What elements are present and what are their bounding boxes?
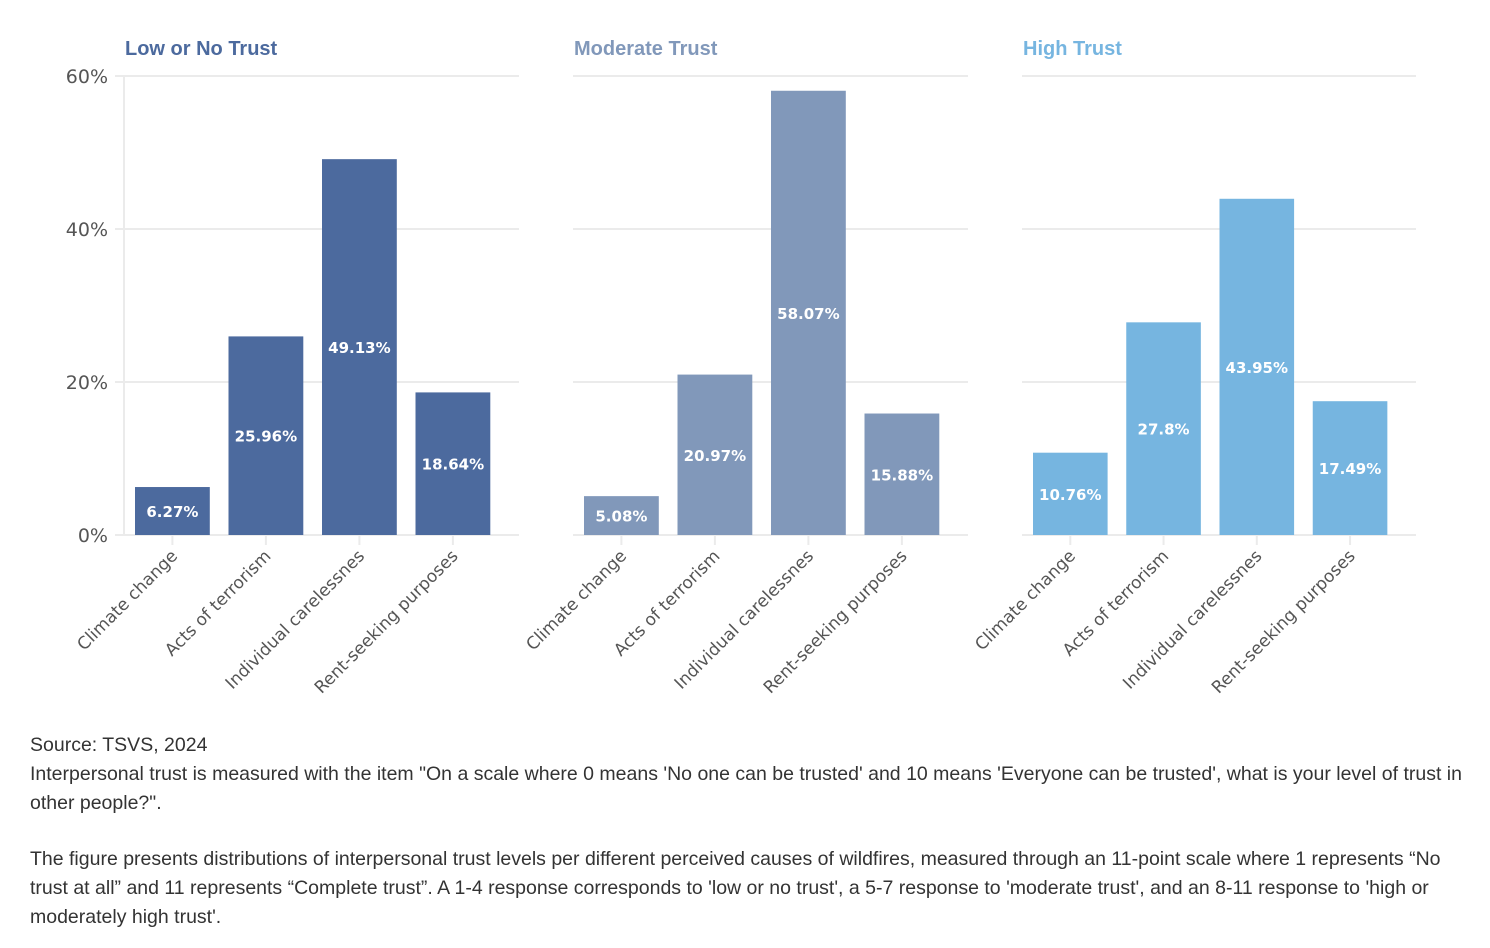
x-tick-label: Climate change bbox=[522, 546, 630, 654]
description-note: The figure presents distributions of int… bbox=[30, 848, 1441, 928]
bar bbox=[677, 374, 753, 535]
bar bbox=[584, 496, 659, 535]
bar bbox=[1312, 401, 1388, 535]
panel-title: Low or No Trust bbox=[125, 38, 278, 60]
bar bbox=[864, 413, 940, 535]
y-tick-label: 40% bbox=[66, 219, 108, 241]
bar-label: 10.76% bbox=[1039, 486, 1101, 504]
trust-bar-charts: Low or No Trust 0% 20% 40% 60% 6.27% Climate c… bbox=[66, 38, 1416, 698]
source-note: Source: TSVS, 2024 bbox=[30, 734, 208, 756]
bar-label: 49.13% bbox=[328, 339, 390, 357]
bar bbox=[322, 159, 397, 535]
bar-label: 20.97% bbox=[684, 447, 746, 465]
y-tick-label: 60% bbox=[66, 66, 108, 88]
x-tick-label: Climate change bbox=[73, 546, 181, 654]
bar bbox=[228, 336, 304, 535]
bar bbox=[135, 487, 210, 535]
bar-label: 15.88% bbox=[871, 466, 933, 484]
bar bbox=[415, 392, 491, 535]
bar-label: 27.8% bbox=[1138, 421, 1190, 439]
chart-notes: Source: TSVS, 2024 Interpersonal trust i… bbox=[30, 731, 1470, 932]
bar bbox=[1219, 198, 1295, 535]
bar-label: 18.64% bbox=[422, 456, 484, 474]
bar-label: 58.07% bbox=[777, 305, 839, 323]
x-tick-label: Climate change bbox=[971, 546, 1079, 654]
bar-label: 5.08% bbox=[595, 508, 647, 526]
bar bbox=[1033, 452, 1108, 535]
y-tick-label: 0% bbox=[78, 525, 108, 547]
bar bbox=[771, 90, 846, 536]
panel-title: Moderate Trust bbox=[574, 38, 718, 60]
bar-label: 43.95% bbox=[1226, 359, 1288, 377]
bar-label: 6.27% bbox=[146, 503, 198, 521]
bar bbox=[1126, 322, 1201, 535]
y-tick-label: 20% bbox=[66, 372, 108, 394]
measure-note: Interpersonal trust is measured with the… bbox=[30, 763, 1462, 814]
bar-label: 25.96% bbox=[235, 428, 297, 446]
bar-label: 17.49% bbox=[1319, 460, 1381, 478]
panel-title: High Trust bbox=[1023, 38, 1122, 60]
